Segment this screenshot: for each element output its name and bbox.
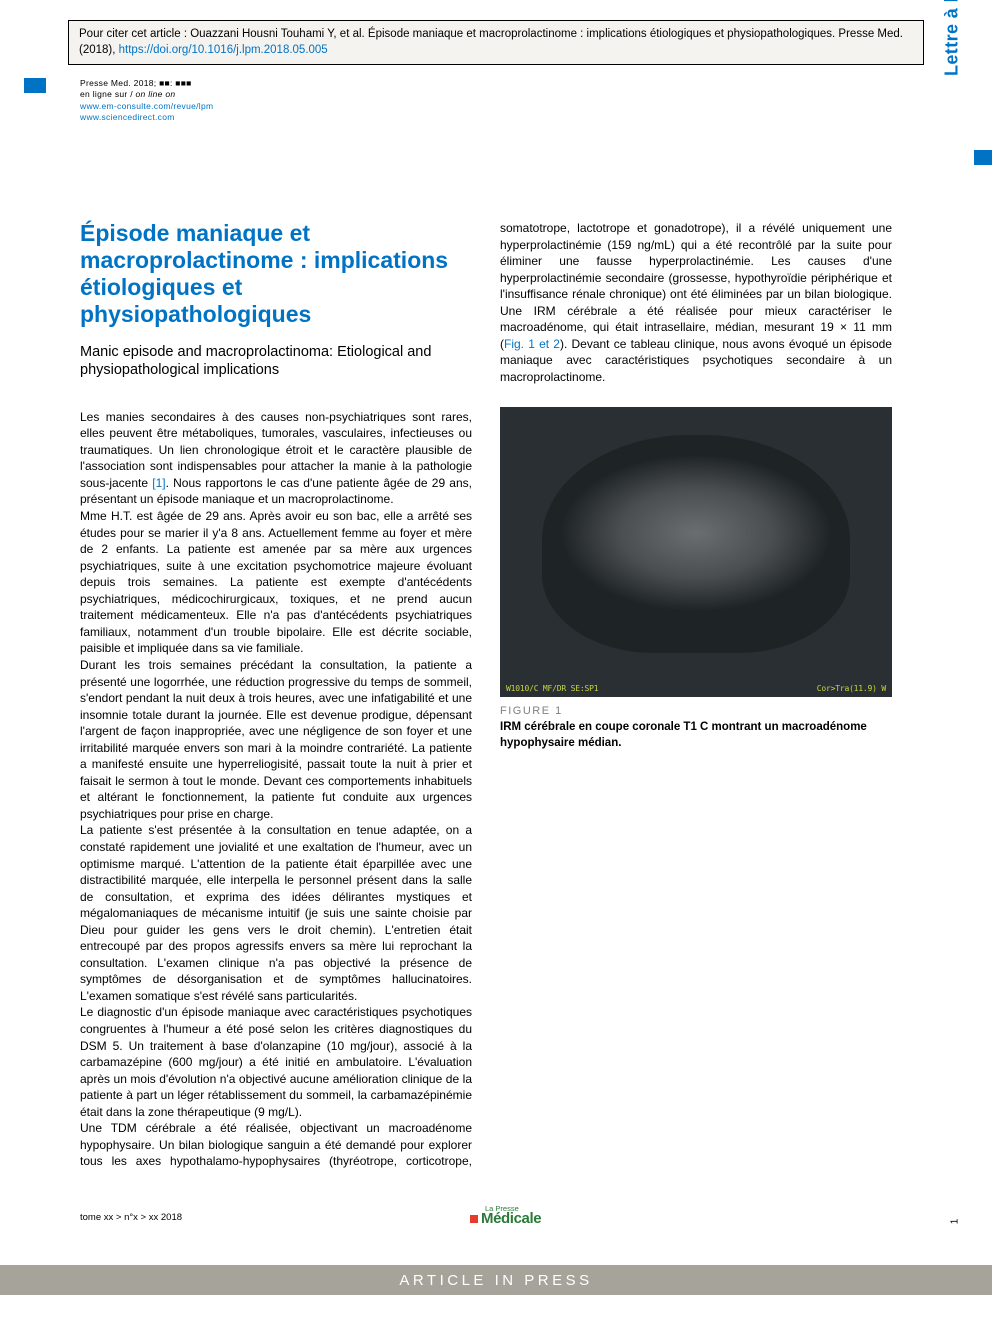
mri-overlay-bottom-left: W1010/C MF/DR SE:SP1	[506, 684, 598, 693]
journal-link-1[interactable]: www.em-consulte.com/revue/lpm	[80, 101, 213, 111]
brand-name: Médicale	[481, 1210, 541, 1227]
paragraph-1: Les manies secondaires à des causes non-…	[80, 409, 472, 508]
page-number: 1	[950, 1219, 961, 1225]
figure-label: Figure 1	[500, 705, 892, 717]
paragraph-3: Durant les trois semaines précédant la c…	[80, 657, 472, 822]
journal-ref: Presse Med. 2018; ■■: ■■■	[80, 78, 213, 89]
online-label-a: en ligne sur /	[80, 89, 136, 99]
article-title-fr: Épisode maniaque et macroprolactinome : …	[80, 220, 472, 329]
paragraph-4: La patiente s'est présentée à la consult…	[80, 822, 472, 1004]
watermark-bar: ARTICLE IN PRESS	[0, 1265, 992, 1295]
footer-logo: La Presse Médicale	[470, 1204, 541, 1227]
mri-scan-region	[542, 435, 850, 653]
figure-reference-link[interactable]: Fig. 1 et 2	[504, 337, 560, 351]
mri-image: W1010/C MF/DR SE:SP1 Cor>Tra(11.9) W	[500, 407, 892, 697]
paragraph-2: Mme H.T. est âgée de 29 ans. Après avoir…	[80, 508, 472, 657]
citation-box: Pour citer cet article : Ouazzani Housni…	[68, 20, 924, 65]
journal-link-2[interactable]: www.sciencedirect.com	[80, 112, 175, 122]
section-label: Lettre à la rédaction	[941, 0, 962, 76]
article-title-en: Manic episode and macroprolactinoma: Eti…	[80, 343, 472, 379]
figure-1: W1010/C MF/DR SE:SP1 Cor>Tra(11.9) W Fig…	[500, 407, 892, 751]
accent-tab-left	[24, 78, 46, 93]
paragraph-5: Le diagnostic d'un épisode maniaque avec…	[80, 1004, 472, 1120]
article-body: Épisode maniaque et macroprolactinome : …	[80, 220, 892, 1180]
doi-link[interactable]: https://doi.org/10.1016/j.lpm.2018.05.00…	[119, 44, 328, 56]
accent-tab-right	[974, 150, 992, 165]
watermark-text: ARTICLE IN PRESS	[399, 1272, 592, 1289]
reference-link-1[interactable]: [1]	[152, 476, 165, 490]
journal-meta: Presse Med. 2018; ■■: ■■■ en ligne sur /…	[80, 78, 213, 124]
brand-square-icon	[470, 1215, 478, 1223]
figure-caption: IRM cérébrale en coupe coronale T1 C mon…	[500, 720, 892, 751]
online-label-b: on line on	[136, 89, 176, 99]
mri-overlay-bottom-right: Cor>Tra(11.9) W	[817, 684, 886, 693]
footer-tome: tome xx > n°x > xx 2018	[80, 1212, 182, 1223]
